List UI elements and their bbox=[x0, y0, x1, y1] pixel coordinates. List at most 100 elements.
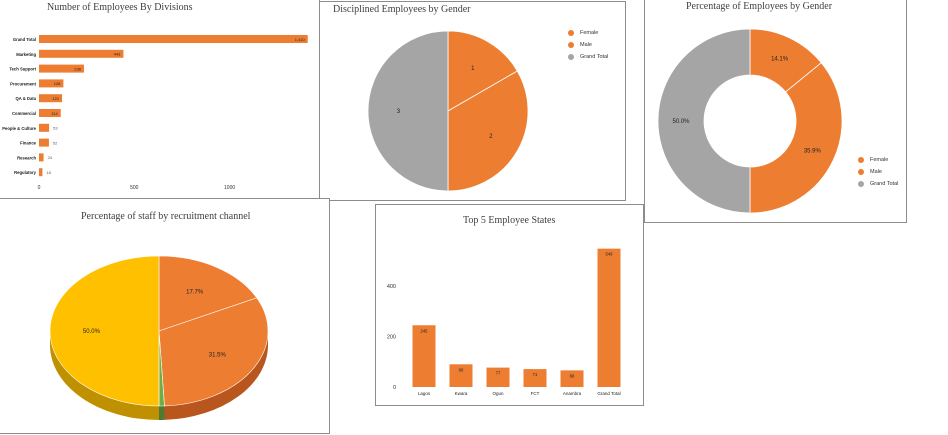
pie3d-data-label: 50.0% bbox=[83, 329, 101, 335]
legend-item: Female bbox=[858, 154, 898, 166]
gender-pct-chart-title: Percentage of Employees by Gender bbox=[686, 1, 833, 12]
legend-swatch bbox=[568, 30, 574, 36]
legend-swatch bbox=[858, 157, 864, 163]
states-data-label: 77 bbox=[496, 371, 501, 376]
pie-data-label: 1 bbox=[471, 66, 475, 72]
disciplined-chart-title: Disciplined Employees by Gender bbox=[333, 4, 471, 15]
division-x-tick-label: 0 bbox=[38, 185, 41, 191]
legend-label: Male bbox=[870, 169, 882, 175]
donut-data-label: 14.1% bbox=[771, 57, 789, 63]
pie3d-slice bbox=[158, 255, 258, 332]
states-data-label: 66 bbox=[570, 373, 575, 378]
states-bar bbox=[560, 370, 584, 387]
pie3d-data-label: 31.5% bbox=[209, 353, 227, 359]
division-data-label: 1,410 bbox=[295, 37, 306, 42]
division-bar bbox=[39, 94, 63, 103]
division-category-label: Finance bbox=[20, 141, 36, 146]
division-bar bbox=[39, 153, 44, 162]
donut-slice bbox=[657, 28, 751, 214]
disciplined-legend: Female Male Grand Total bbox=[568, 27, 608, 63]
states-data-label: 549 bbox=[606, 252, 614, 257]
division-category-label: Tech Support bbox=[9, 67, 36, 72]
legend-label: Grand Total bbox=[580, 54, 609, 60]
division-data-label: 18 bbox=[46, 170, 51, 175]
states-bar bbox=[523, 369, 547, 387]
legend-item: Female bbox=[568, 27, 608, 39]
recruitment-pie-chart: 17.7% 31.5% 50.0% bbox=[49, 255, 269, 420]
legend-swatch bbox=[858, 181, 864, 187]
legend-label: Grand Total bbox=[870, 181, 899, 187]
division-bar bbox=[39, 123, 50, 132]
division-category-label: Procurement bbox=[10, 81, 36, 86]
states-bar-chart: 0 200 400 245 Lagos 90 Kwara 77 Ogun 71 FCT 66 Anamb… bbox=[387, 248, 621, 396]
legend-item: Male bbox=[858, 166, 898, 178]
division-category-label: Research bbox=[17, 155, 36, 160]
states-chart-title: Top 5 Employee States bbox=[463, 215, 556, 226]
division-bar bbox=[39, 109, 61, 117]
pie3d-slice bbox=[158, 297, 269, 407]
division-category-label: Commercial bbox=[12, 111, 36, 116]
states-bar bbox=[597, 248, 621, 387]
division-x-tick-label: 500 bbox=[130, 185, 139, 191]
states-category-label: Lagos bbox=[418, 391, 431, 396]
division-data-label: 121 bbox=[52, 96, 59, 101]
division-x-tick-label: 1000 bbox=[224, 185, 235, 191]
donut-slice bbox=[749, 62, 843, 214]
pie-data-label: 3 bbox=[397, 109, 401, 115]
division-category-label: Marketing bbox=[16, 52, 36, 57]
states-category-label: Anambra bbox=[563, 391, 582, 396]
pie3d-side-wall bbox=[164, 331, 268, 420]
states-bar bbox=[412, 325, 436, 387]
legend-label: Male bbox=[580, 42, 592, 48]
gender-pct-legend: Female Male Grand Total bbox=[858, 154, 898, 190]
states-bar bbox=[486, 367, 510, 387]
states-data-label: 90 bbox=[459, 367, 464, 372]
states-y-tick-label: 0 bbox=[393, 385, 396, 391]
states-category-label: FCT bbox=[531, 391, 540, 396]
legend-label: Female bbox=[870, 157, 889, 163]
division-data-label: 443 bbox=[114, 52, 121, 57]
states-data-label: 71 bbox=[533, 372, 538, 377]
pie3d-slice bbox=[49, 255, 160, 407]
division-data-label: 114 bbox=[51, 111, 58, 116]
pie3d-side-wall bbox=[159, 405, 165, 420]
legend-item: Grand Total bbox=[568, 51, 608, 63]
division-bar bbox=[39, 64, 84, 73]
division-data-label: 128 bbox=[54, 81, 61, 86]
division-data-label: 24 bbox=[48, 155, 53, 160]
division-bar bbox=[39, 138, 49, 147]
donut-data-label: 35.9% bbox=[804, 149, 822, 155]
division-category-label: QA & Data bbox=[15, 96, 36, 101]
pie-data-label: 2 bbox=[489, 134, 493, 140]
pie-slice bbox=[367, 30, 449, 192]
pie-slice bbox=[447, 70, 529, 192]
division-bar bbox=[39, 35, 308, 43]
pie3d-side-wall bbox=[50, 331, 159, 420]
division-bar bbox=[39, 49, 124, 58]
division-category-label: Regulatory bbox=[14, 170, 37, 175]
states-y-tick-label: 400 bbox=[387, 284, 396, 290]
disciplined-pie-chart: 1 2 3 bbox=[367, 30, 529, 192]
legend-label: Female bbox=[580, 30, 599, 36]
donut-data-label: 50.0% bbox=[672, 119, 690, 125]
pie3d-data-label: 17.7% bbox=[186, 290, 204, 296]
divisions-chart-panel: Number of Employees By Divisions Grand T… bbox=[0, 0, 320, 199]
divisions-chart-title: Number of Employees By Divisions bbox=[47, 2, 193, 13]
division-category-label: Grand Total bbox=[13, 37, 36, 42]
disciplined-chart-panel: Disciplined Employees by Gender 1 2 3 Fema… bbox=[319, 1, 626, 201]
recruitment-chart-title: Percentage of staff by recruitment chann… bbox=[81, 211, 251, 222]
division-data-label: 52 bbox=[53, 140, 58, 145]
division-bar bbox=[39, 168, 43, 177]
states-data-label: 245 bbox=[421, 328, 429, 333]
recruitment-chart-panel: Percentage of staff by recruitment chann… bbox=[0, 198, 330, 434]
states-category-label: Kwara bbox=[455, 391, 468, 396]
pie-slice bbox=[447, 30, 518, 112]
states-category-label: Ogun bbox=[492, 391, 504, 396]
legend-item: Grand Total bbox=[858, 178, 898, 190]
division-bar bbox=[39, 79, 64, 88]
legend-swatch bbox=[568, 54, 574, 60]
division-data-label: 53 bbox=[53, 126, 58, 131]
division-data-label: 236 bbox=[74, 66, 81, 71]
division-category-label: People & Culture bbox=[2, 126, 36, 131]
legend-swatch bbox=[858, 169, 864, 175]
